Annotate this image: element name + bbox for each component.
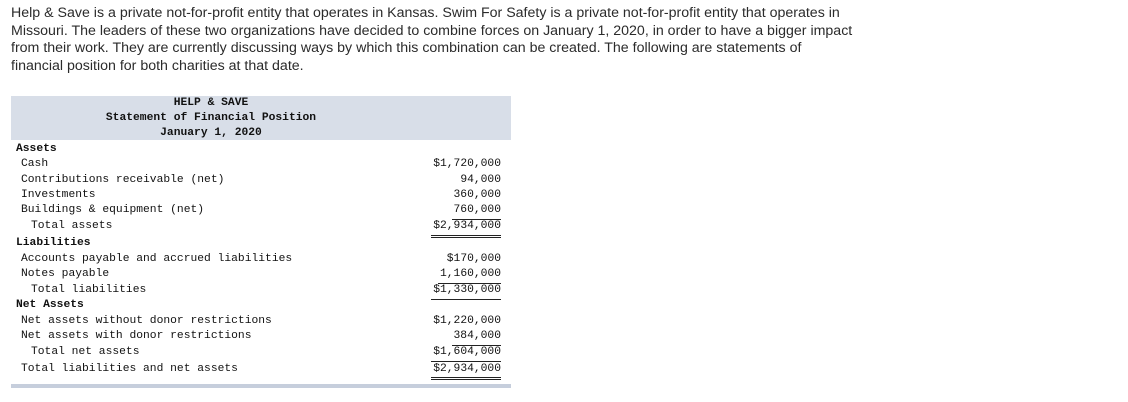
row-label: Total liabilities and net assets [21, 362, 238, 375]
description-line: financial position for both charities at… [11, 58, 304, 75]
description-line: Help & Save is a private not-for-profit … [11, 5, 840, 21]
row-amount: $170,000 [446, 252, 501, 265]
table-row: Investments 360,000 [11, 188, 511, 204]
row-label: Net assets with donor restrictions [21, 330, 252, 342]
table-row: Net assets without donor restrictions $1… [11, 314, 511, 330]
entity-name: HELP & SAVE [173, 97, 249, 109]
section-heading: Liabilities [16, 237, 91, 249]
row-label: Contributions receivable (net) [21, 173, 225, 186]
row-amount: 760,000 [451, 203, 501, 220]
table-row: Net assets with donor restrictions 384,0… [11, 329, 511, 346]
row-label: Total assets [31, 220, 113, 232]
section-heading: Assets [16, 143, 57, 155]
problem-description: Help & Save is a private not-for-profit … [11, 5, 971, 76]
table-row: Contributions receivable (net) 94,000 [11, 173, 511, 189]
description-line: from their work. They are currently disc… [11, 40, 802, 57]
row-label: Cash [21, 158, 49, 170]
row-label: Investments [21, 189, 96, 201]
net-assets-heading-row: Net Assets [11, 298, 511, 314]
statement-header: HELP & SAVE Statement of Financial Posit… [11, 96, 511, 140]
row-label: Total liabilities [31, 284, 147, 296]
row-amount: 94,000 [460, 173, 501, 186]
financial-statement-table: HELP & SAVE Statement of Financial Posit… [11, 96, 511, 388]
grand-total-row: Total liabilities and net assets $2,934,… [11, 362, 511, 381]
row-label: Total net assets [31, 346, 140, 358]
total-row: Total assets $2,934,000 [11, 219, 511, 238]
table-row: Notes payable 1,160,000 [11, 267, 511, 284]
statement-date: January 1, 2020 [160, 127, 262, 139]
row-label: Buildings & equipment (net) [21, 204, 205, 216]
assets-heading-row: Assets [11, 142, 511, 158]
row-amount: $2,934,000 [431, 219, 501, 238]
row-amount: $1,604,000 [431, 345, 501, 362]
row-label: Net assets without donor restrictions [21, 314, 272, 327]
table-row: Cash $1,720,000 [11, 157, 511, 173]
description-line: Missouri. The leaders of these two organ… [11, 22, 853, 39]
row-amount: 384,000 [451, 329, 501, 346]
liabilities-heading-row: Liabilities [11, 236, 511, 252]
row-label: Accounts payable and accrued liabilities [21, 252, 293, 265]
table-row: Accounts payable and accrued liabilities… [11, 252, 511, 268]
section-heading: Net Assets [16, 299, 84, 311]
row-amount: $1,330,000 [431, 283, 501, 300]
row-label: Notes payable [21, 268, 110, 280]
statement-title: Statement of Financial Position [105, 112, 317, 124]
table-footer-bar [11, 384, 511, 388]
row-amount: 360,000 [453, 189, 501, 201]
row-amount: $2,934,000 [431, 362, 501, 381]
table-row: Buildings & equipment (net) 760,000 [11, 203, 511, 220]
total-row: Total liabilities $1,330,000 [11, 283, 511, 300]
row-amount: $1,220,000 [433, 314, 501, 327]
row-amount: 1,160,000 [437, 267, 501, 284]
total-row: Total net assets $1,604,000 [11, 345, 511, 362]
row-amount: $1,720,000 [433, 158, 501, 170]
